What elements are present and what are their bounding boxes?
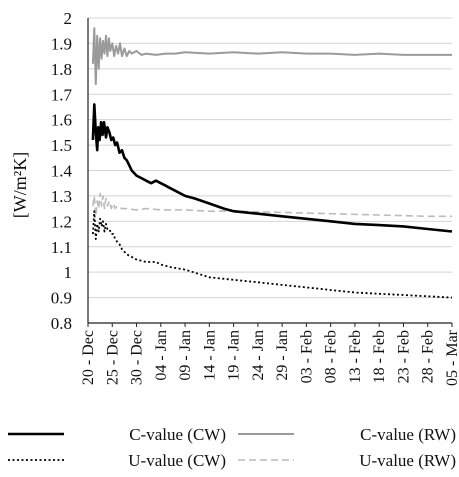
series-line [91, 103, 453, 233]
x-tick-label: 23 - Feb [395, 330, 412, 383]
legend-label: U-value (CW) [128, 451, 226, 470]
legend-label: U-value (RW) [359, 451, 456, 470]
x-tick-label: 25 - Dec [104, 330, 121, 385]
y-tick-label: 1.1 [51, 238, 72, 257]
y-tick-label: 1 [64, 263, 73, 282]
y-tick-label: 1.5 [51, 136, 72, 155]
legend-label: C-value (RW) [360, 425, 456, 444]
y-tick-labels: 2 1.9 1.8 1.7 1.6 1.5 1.4 1.3 1.2 1.1 1 0.9 0.8 [51, 9, 73, 333]
x-tick-label: 19 - Jan [226, 330, 243, 381]
gridlines [88, 17, 452, 324]
y-tick-label: 1.3 [51, 187, 72, 206]
series-line [92, 192, 452, 218]
x-tick-label: 03 - Feb [298, 330, 315, 383]
y-axis-label: [W/m²K] [10, 152, 30, 218]
x-tick-label: 28 - Feb [420, 330, 437, 383]
x-tick-label: 18 - Feb [371, 330, 388, 383]
y-tick-label: 0.9 [51, 289, 72, 308]
y-tick-label: 2 [64, 9, 73, 28]
x-tick-label: 30 - Dec [129, 330, 146, 385]
series-line [91, 27, 452, 86]
y-tick-label: 0.8 [51, 314, 72, 333]
x-tick-label: 05 - Mar [444, 329, 459, 386]
y-tick-label: 1.4 [51, 162, 73, 181]
x-tick-labels: 20 - Dec 25 - Dec 30 - Dec 04 - Jan 09 - Jan… [80, 323, 459, 386]
legend-label: C-value (CW) [129, 425, 226, 444]
y-tick-label: 1.2 [51, 212, 72, 231]
y-tick-label: 1.7 [51, 85, 73, 104]
x-tick-label: 20 - Dec [80, 330, 97, 385]
y-tick-label: 1.8 [51, 60, 72, 79]
x-tick-label: 09 - Jan [177, 330, 194, 381]
x-tick-label: 04 - Jan [153, 330, 170, 381]
x-tick-label: 08 - Feb [323, 330, 340, 383]
series-line [92, 210, 453, 299]
series-lines [91, 27, 453, 299]
legend: C-value (CW) C-value (RW) U-value (CW) U-va… [8, 425, 456, 470]
x-tick-label: 29 - Jan [274, 330, 291, 381]
x-tick-label: 13 - Feb [347, 330, 364, 383]
axes [87, 18, 452, 324]
x-tick-label: 24 - Jan [250, 330, 267, 381]
y-tick-label: 1.6 [51, 111, 72, 130]
x-tick-label: 14 - Jan [201, 330, 218, 381]
y-tick-label: 1.9 [51, 34, 72, 53]
